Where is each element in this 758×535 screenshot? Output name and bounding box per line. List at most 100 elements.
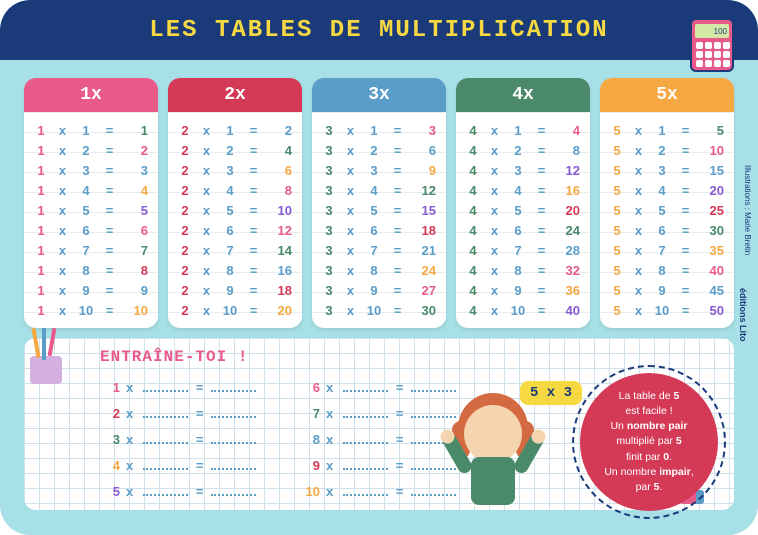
times-op: x — [633, 263, 645, 278]
blank-line[interactable] — [343, 408, 388, 418]
blank-line[interactable] — [343, 382, 388, 392]
multiplicand: 3 — [322, 203, 336, 218]
times-op: x — [345, 163, 357, 178]
equals-op: = — [680, 223, 692, 238]
result: 3 — [124, 163, 148, 178]
blank-line[interactable] — [343, 460, 388, 470]
multiplicand: 5 — [610, 243, 624, 258]
blank-line[interactable] — [211, 460, 256, 470]
result: 50 — [700, 303, 724, 318]
multiplicand: 5 — [610, 203, 624, 218]
table-row: 5x9=45 — [610, 280, 724, 300]
tip-bubble: La table de 5 est facile ! Un nombre pai… — [580, 373, 718, 511]
multiplicand: 5 — [610, 223, 624, 238]
table-row: 4x5=20 — [466, 200, 580, 220]
blank-line[interactable] — [143, 460, 188, 470]
practice-row: 7x= — [300, 402, 460, 424]
times-op: x — [633, 223, 645, 238]
times-op: x — [201, 123, 213, 138]
equals-op: = — [396, 380, 404, 395]
blank-line[interactable] — [343, 434, 388, 444]
blank-line[interactable] — [143, 408, 188, 418]
times-op: x — [345, 203, 357, 218]
times-op: x — [57, 183, 69, 198]
result: 5 — [124, 203, 148, 218]
result: 7 — [124, 243, 148, 258]
times-op: x — [326, 458, 333, 473]
result: 27 — [412, 283, 436, 298]
result: 6 — [412, 143, 436, 158]
times-op: x — [326, 484, 333, 499]
multiplicand: 2 — [178, 303, 192, 318]
multiplier: 6 — [77, 223, 95, 238]
result: 4 — [124, 183, 148, 198]
times-op: x — [633, 203, 645, 218]
blank-line[interactable] — [211, 486, 256, 496]
equals-op: = — [248, 283, 260, 298]
equals-op: = — [104, 183, 116, 198]
blank-line[interactable] — [143, 382, 188, 392]
multiplier: 7 — [653, 243, 671, 258]
blank-line[interactable] — [143, 434, 188, 444]
table-row: 3x8=24 — [322, 260, 436, 280]
multiplier: 3 — [77, 163, 95, 178]
blank-line[interactable] — [211, 408, 256, 418]
multiplicand: 2 — [178, 263, 192, 278]
table-row: 2x7=14 — [178, 240, 292, 260]
equals-op: = — [248, 123, 260, 138]
table-row: 1x2=2 — [34, 140, 148, 160]
result: 10 — [124, 303, 148, 318]
equals-op: = — [196, 432, 204, 447]
blank-line[interactable] — [343, 486, 388, 496]
result: 14 — [268, 243, 292, 258]
result: 20 — [700, 183, 724, 198]
times-op: x — [489, 283, 501, 298]
practice-row: 4x= — [100, 454, 260, 476]
equals-op: = — [396, 406, 404, 421]
equals-op: = — [680, 243, 692, 258]
times-op: x — [345, 303, 357, 318]
multiplier: 9 — [509, 283, 527, 298]
times-op: x — [345, 123, 357, 138]
times-op: x — [126, 432, 133, 447]
result: 16 — [556, 183, 580, 198]
equals-op: = — [396, 458, 404, 473]
times-op: x — [201, 163, 213, 178]
times-op: x — [201, 283, 213, 298]
table-header: 4x — [456, 78, 590, 112]
equals-op: = — [392, 163, 404, 178]
table-row: 4x6=24 — [466, 220, 580, 240]
multiplier: 5 — [365, 203, 383, 218]
times-op: x — [201, 263, 213, 278]
blank-line[interactable] — [143, 486, 188, 496]
practice-row: 9x= — [300, 454, 460, 476]
table-row: 3x2=6 — [322, 140, 436, 160]
times-op: x — [201, 243, 213, 258]
multiplier: 9 — [77, 283, 95, 298]
multiplicand: 4 — [466, 163, 480, 178]
times-op: x — [489, 263, 501, 278]
times-op: x — [345, 223, 357, 238]
blank-line[interactable] — [211, 434, 256, 444]
multiplier: 7 — [221, 243, 239, 258]
equals-op: = — [104, 163, 116, 178]
equals-op: = — [392, 303, 404, 318]
table-row: 4x8=32 — [466, 260, 580, 280]
times-op: x — [489, 203, 501, 218]
multiplicand: 5 — [610, 303, 624, 318]
practice-row: 8x= — [300, 428, 460, 450]
equals-op: = — [248, 263, 260, 278]
blank-line[interactable] — [211, 382, 256, 392]
equals-op: = — [196, 406, 204, 421]
table-row: 5x4=20 — [610, 180, 724, 200]
times-op: x — [201, 203, 213, 218]
poster: LES TABLES DE MULTIPLICATION 100 1x1x1=1… — [0, 0, 758, 535]
equals-op: = — [680, 143, 692, 158]
table-row: 5x2=10 — [610, 140, 724, 160]
result: 30 — [412, 303, 436, 318]
multiplicand: 1 — [34, 163, 48, 178]
multiplier: 3 — [653, 163, 671, 178]
table-row: 3x4=12 — [322, 180, 436, 200]
multiplier: 1 — [653, 123, 671, 138]
times-op: x — [345, 183, 357, 198]
